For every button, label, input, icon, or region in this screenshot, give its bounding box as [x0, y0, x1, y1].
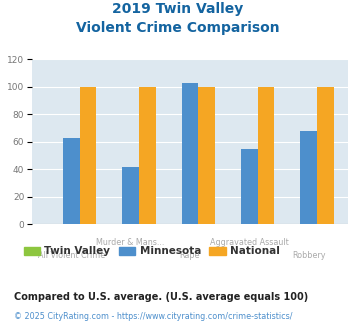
Bar [300, 131, 317, 224]
Bar [139, 87, 155, 224]
Legend: Twin Valley, Minnesota, National: Twin Valley, Minnesota, National [20, 242, 284, 260]
Bar [63, 138, 80, 224]
Text: Murder & Mans...: Murder & Mans... [97, 238, 165, 247]
Text: Aggravated Assault: Aggravated Assault [210, 238, 289, 247]
Bar [80, 87, 96, 224]
Bar [198, 87, 215, 224]
Bar [317, 87, 334, 224]
Text: Robbery: Robbery [292, 251, 326, 260]
Text: Violent Crime Comparison: Violent Crime Comparison [76, 21, 279, 35]
Text: Compared to U.S. average. (U.S. average equals 100): Compared to U.S. average. (U.S. average … [14, 292, 308, 302]
Bar [241, 149, 258, 224]
Text: © 2025 CityRating.com - https://www.cityrating.com/crime-statistics/: © 2025 CityRating.com - https://www.city… [14, 312, 293, 321]
Bar [182, 83, 198, 224]
Text: All Violent Crime: All Violent Crime [38, 251, 105, 260]
Bar [122, 167, 139, 224]
Text: 2019 Twin Valley: 2019 Twin Valley [112, 2, 243, 16]
Text: Rape: Rape [180, 251, 200, 260]
Bar [258, 87, 274, 224]
